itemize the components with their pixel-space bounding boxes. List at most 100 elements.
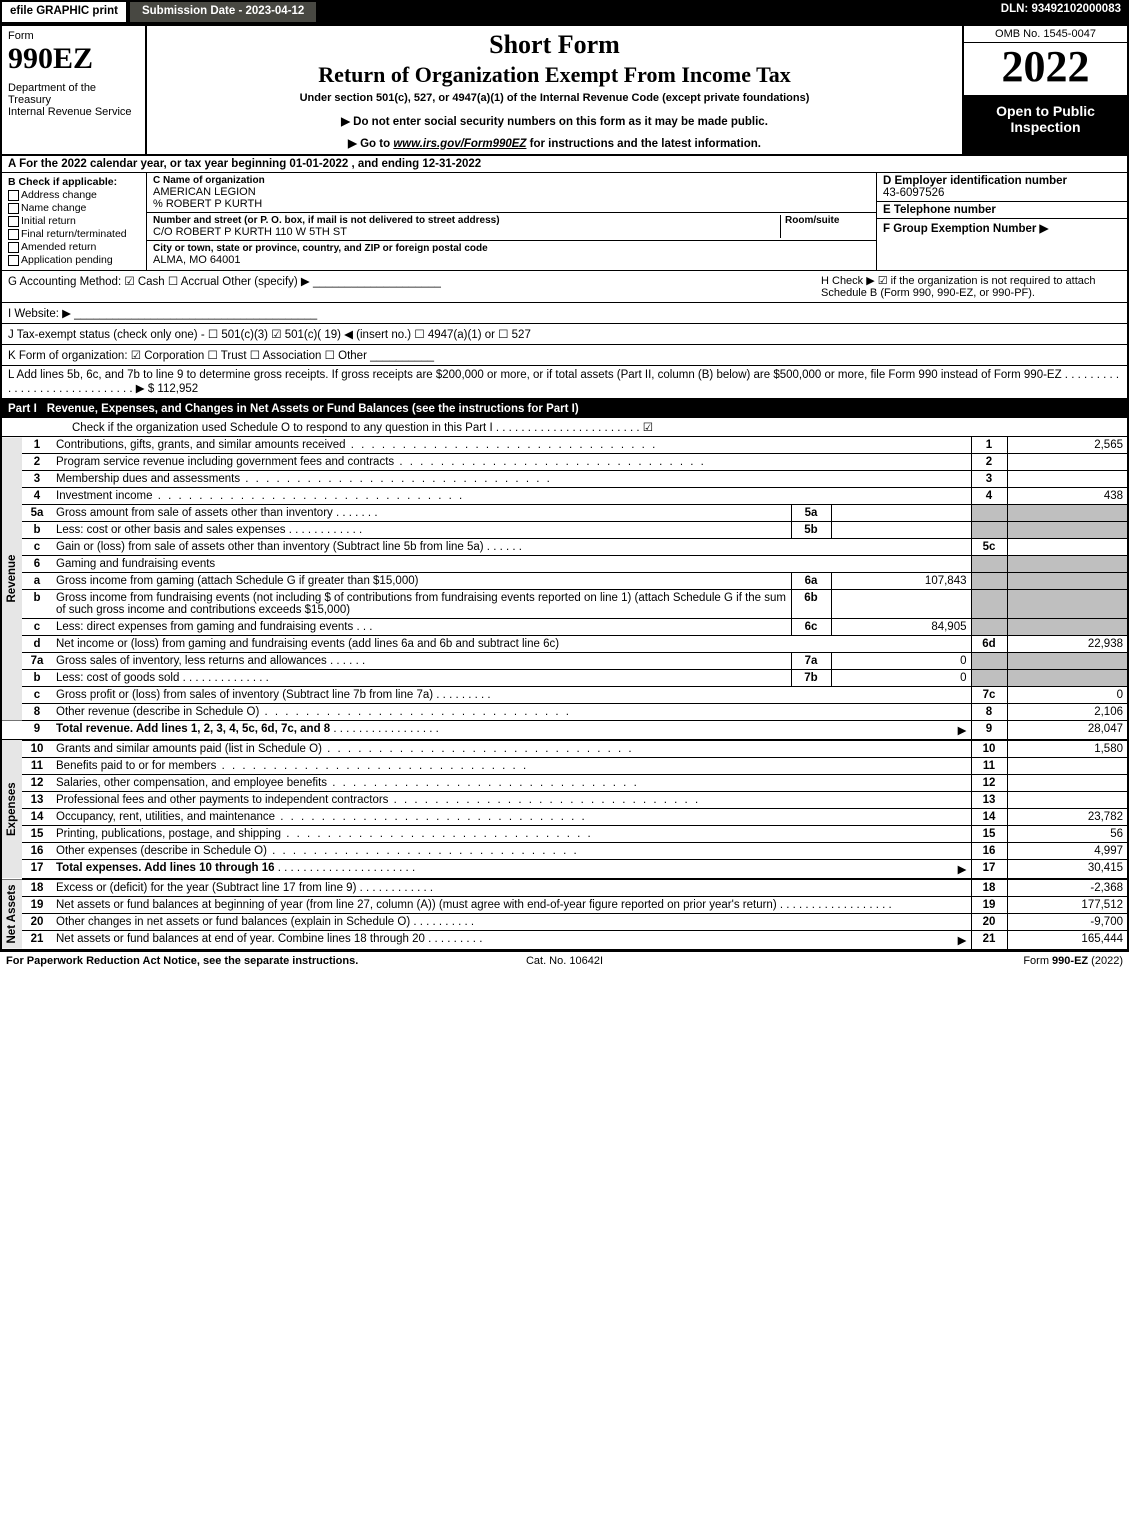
- l7b-inval: 0: [831, 670, 971, 687]
- line-7a: 7a Gross sales of inventory, less return…: [2, 653, 1127, 670]
- line-4: 4 Investment income 4 438: [2, 488, 1127, 505]
- l15-num: 15: [22, 826, 52, 843]
- l12-rval: [1007, 775, 1127, 792]
- l14-rnum: 14: [971, 809, 1007, 826]
- irs-link[interactable]: www.irs.gov/Form990EZ: [393, 138, 526, 150]
- chk-final-return[interactable]: Final return/terminated: [8, 228, 140, 240]
- l7a-desc: Gross sales of inventory, less returns a…: [52, 653, 791, 670]
- l2-rval: [1007, 454, 1127, 471]
- part1-header: Part I Revenue, Expenses, and Changes in…: [2, 400, 1127, 418]
- l11-desc: Benefits paid to or for members: [52, 758, 971, 775]
- l20-desc: Other changes in net assets or fund bala…: [52, 914, 971, 931]
- chk-final-return-label: Final return/terminated: [21, 228, 127, 240]
- l6b-rnum: [971, 590, 1007, 619]
- l9-rnum: 9: [971, 721, 1007, 741]
- l6c-desc: Less: direct expenses from gaming and fu…: [52, 619, 791, 636]
- submission-date: Submission Date - 2023-04-12: [128, 0, 318, 24]
- l7a-rval: [1007, 653, 1127, 670]
- line-6d: d Net income or (loss) from gaming and f…: [2, 636, 1127, 653]
- l7b-rnum: [971, 670, 1007, 687]
- l5c-rval: [1007, 539, 1127, 556]
- l1-rnum: 1: [971, 437, 1007, 454]
- l6c-inval: 84,905: [831, 619, 971, 636]
- street: C/O ROBERT P KURTH 110 W 5TH ST: [153, 226, 780, 238]
- l9-num: 9: [22, 721, 52, 741]
- l5b-desc: Less: cost or other basis and sales expe…: [52, 522, 791, 539]
- form-header: Form 990EZ Department of the Treasury In…: [2, 26, 1127, 156]
- line-3: 3 Membership dues and assessments 3: [2, 471, 1127, 488]
- phone-label: E Telephone number: [883, 204, 1121, 216]
- l14-num: 14: [22, 809, 52, 826]
- l6c-num: c: [22, 619, 52, 636]
- form-of-org: K Form of organization: ☑ Corporation ☐ …: [8, 348, 1121, 362]
- l7c-rval: 0: [1007, 687, 1127, 704]
- goto-line: ▶ Go to www.irs.gov/Form990EZ for instru…: [155, 136, 954, 150]
- l21-rval: 165,444: [1007, 931, 1127, 950]
- line-5a: 5a Gross amount from sale of assets othe…: [2, 505, 1127, 522]
- l3-desc: Membership dues and assessments: [52, 471, 971, 488]
- cat-no: Cat. No. 10642I: [378, 955, 750, 967]
- l11-rnum: 11: [971, 758, 1007, 775]
- l9-desc: Total revenue. Add lines 1, 2, 3, 4, 5c,…: [52, 721, 971, 741]
- line-6c: c Less: direct expenses from gaming and …: [2, 619, 1127, 636]
- chk-amended-return-label: Amended return: [21, 241, 96, 253]
- l5a-rnum: [971, 505, 1007, 522]
- l14-desc: Occupancy, rent, utilities, and maintena…: [52, 809, 971, 826]
- l12-num: 12: [22, 775, 52, 792]
- form-outer: Form 990EZ Department of the Treasury In…: [0, 24, 1129, 952]
- line-7b: b Less: cost of goods sold . . . . . . .…: [2, 670, 1127, 687]
- revenue-sidebar: Revenue: [2, 437, 22, 721]
- chk-name-change-label: Name change: [21, 202, 86, 214]
- l6a-num: a: [22, 573, 52, 590]
- l6-desc: Gaming and fundraising events: [52, 556, 971, 573]
- l6a-rval: [1007, 573, 1127, 590]
- l5c-num: c: [22, 539, 52, 556]
- l6-rval: [1007, 556, 1127, 573]
- l13-num: 13: [22, 792, 52, 809]
- line-6a: a Gross income from gaming (attach Sched…: [2, 573, 1127, 590]
- l21-rnum: 21: [971, 931, 1007, 950]
- dln-number: DLN: 93492102000083: [993, 0, 1129, 24]
- l7a-innum: 7a: [791, 653, 831, 670]
- row-i: I Website: ▶ ___________________________…: [2, 303, 1127, 324]
- l21-desc: Net assets or fund balances at end of ye…: [52, 931, 971, 950]
- l13-rnum: 13: [971, 792, 1007, 809]
- l6d-rnum: 6d: [971, 636, 1007, 653]
- l5b-inval: [831, 522, 971, 539]
- l5a-inval: [831, 505, 971, 522]
- l17-num: 17: [22, 860, 52, 880]
- chk-initial-return[interactable]: Initial return: [8, 215, 140, 227]
- part1-num: Part I: [8, 403, 37, 415]
- box-b: B Check if applicable: Address change Na…: [2, 173, 147, 270]
- line-14: 14 Occupancy, rent, utilities, and maint…: [2, 809, 1127, 826]
- l5a-num: 5a: [22, 505, 52, 522]
- open-to-public: Open to Public Inspection: [964, 97, 1127, 154]
- l16-num: 16: [22, 843, 52, 860]
- l14-rval: 23,782: [1007, 809, 1127, 826]
- l7c-rnum: 7c: [971, 687, 1007, 704]
- chk-address-change-label: Address change: [21, 189, 97, 201]
- row-j: J Tax-exempt status (check only one) - ☐…: [2, 324, 1127, 345]
- chk-name-change[interactable]: Name change: [8, 202, 140, 214]
- l3-rval: [1007, 471, 1127, 488]
- l4-rnum: 4: [971, 488, 1007, 505]
- l6c-rnum: [971, 619, 1007, 636]
- goto-prefix: ▶ Go to: [348, 138, 393, 150]
- chk-application-pending[interactable]: Application pending: [8, 254, 140, 266]
- l5b-innum: 5b: [791, 522, 831, 539]
- l5a-rval: [1007, 505, 1127, 522]
- efile-graphic-print[interactable]: efile GRAPHIC print: [0, 0, 128, 24]
- l6b-num: b: [22, 590, 52, 619]
- block-bcdef: B Check if applicable: Address change Na…: [2, 173, 1127, 271]
- l6-rnum: [971, 556, 1007, 573]
- l19-desc: Net assets or fund balances at beginning…: [52, 897, 971, 914]
- chk-initial-return-label: Initial return: [21, 215, 76, 227]
- chk-amended-return[interactable]: Amended return: [8, 241, 140, 253]
- form-ref-suf: (2022): [1088, 955, 1123, 967]
- l18-desc: Excess or (deficit) for the year (Subtra…: [52, 879, 971, 897]
- l6b-desc: Gross income from fundraising events (no…: [52, 590, 791, 619]
- l19-num: 19: [22, 897, 52, 914]
- row-gh: G Accounting Method: ☑ Cash ☐ Accrual Ot…: [2, 271, 1127, 303]
- short-form-title: Short Form: [155, 30, 954, 60]
- chk-address-change[interactable]: Address change: [8, 189, 140, 201]
